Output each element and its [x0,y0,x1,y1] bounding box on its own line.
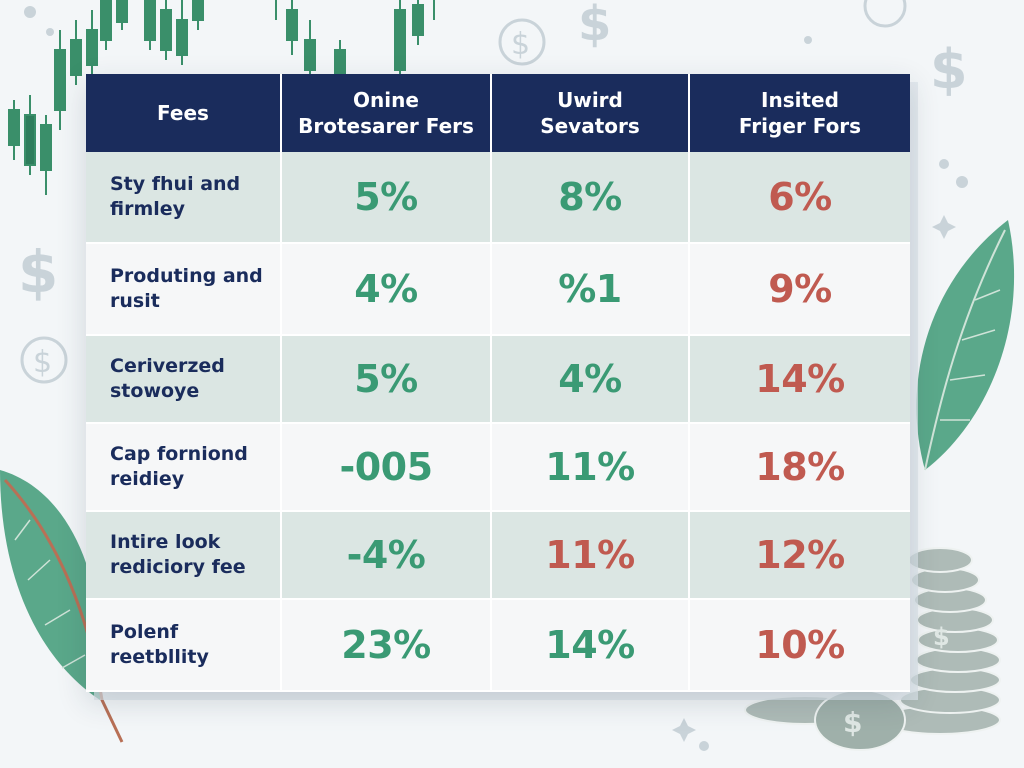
fees-table: Fees Onine Brotesarer Fers Uwird Sevators Ins… [86,74,910,692]
coin-stack-icon: $ $ [744,547,1001,751]
svg-text:$: $ [511,27,530,62]
candlestick-chart-icon [8,0,435,195]
row-label: Sty fhui and firmley [86,152,282,244]
fee-value-cell: 4% [282,244,492,336]
fee-value-cell: -4% [282,512,492,600]
row-label: Polenf reetbllity [86,600,282,692]
sparkle-icon [24,6,968,751]
svg-text:$: $ [33,345,52,380]
fee-value-cell: 12% [690,512,910,600]
fee-value-cell: 6% [690,152,910,244]
fee-value-cell: 11% [492,512,690,600]
svg-text:$: $ [578,0,611,52]
row-label: Intire look rediciory fee [86,512,282,600]
svg-text:$: $ [843,706,862,739]
svg-text:$: $ [930,38,968,101]
fee-value-cell: 14% [492,600,690,692]
fee-value-cell: 11% [492,424,690,512]
fee-value-cell: 5% [282,336,492,424]
fee-value-cell: 18% [690,424,910,512]
row-label: Cap forniond reidiey [86,424,282,512]
column-header: Fees [86,74,282,152]
svg-text:$: $ [18,238,58,306]
column-header: Uwird Sevators [492,74,690,152]
row-label: Produting and rusit [86,244,282,336]
fee-value-cell: 10% [690,600,910,692]
column-header: Insited Friger Fors [690,74,910,152]
row-label: Ceriverzed stowoye [86,336,282,424]
fee-value-cell: 5% [282,152,492,244]
fee-value-cell: 23% [282,600,492,692]
coin-icon: $ $ [20,0,907,384]
dollar-sign-icon: $ $ $ [18,0,968,306]
fee-value-cell: -005 [282,424,492,512]
fee-value-cell: 8% [492,152,690,244]
fee-value-cell: 9% [690,244,910,336]
fee-value-cell: 4% [492,336,690,424]
leaf-icon [916,220,1015,471]
fees-comparison-card: Fees Onine Brotesarer Fers Uwird Sevators Ins… [86,74,910,692]
fee-value-cell: 14% [690,336,910,424]
fee-value-cell: %1 [492,244,690,336]
column-header: Onine Brotesarer Fers [282,74,492,152]
svg-text:$: $ [933,623,950,651]
